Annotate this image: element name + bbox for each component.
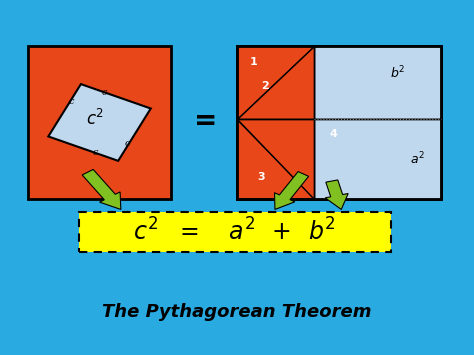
Polygon shape [325,180,348,209]
Bar [237,119,314,199]
Bar [28,46,171,199]
Bar [237,46,441,199]
Polygon shape [274,171,309,209]
FancyBboxPatch shape [79,212,391,252]
Text: c: c [125,139,130,148]
Text: 1: 1 [250,57,257,67]
Text: $b^2$: $b^2$ [391,65,406,81]
Polygon shape [237,46,314,119]
Text: c: c [69,97,74,106]
Bar [314,46,441,119]
Polygon shape [82,169,121,209]
Text: c: c [101,88,107,97]
Bar [237,46,441,199]
Polygon shape [237,119,314,199]
Text: =: = [193,107,217,135]
Text: $a^2$: $a^2$ [410,151,425,168]
Text: $c^2$: $c^2$ [86,109,104,129]
Text: 2: 2 [262,81,269,91]
Bar [314,119,441,199]
Text: 4: 4 [329,129,337,138]
Text: 3: 3 [257,173,264,182]
Text: c: c [92,148,98,157]
Bar [237,46,314,119]
Text: The Pythagorean Theorem: The Pythagorean Theorem [102,304,372,321]
Text: $c^2$  $=$   $a^2$  $+$  $b^2$: $c^2$ $=$ $a^2$ $+$ $b^2$ [133,218,336,245]
Polygon shape [48,84,151,161]
Polygon shape [237,119,314,199]
Polygon shape [237,46,314,119]
